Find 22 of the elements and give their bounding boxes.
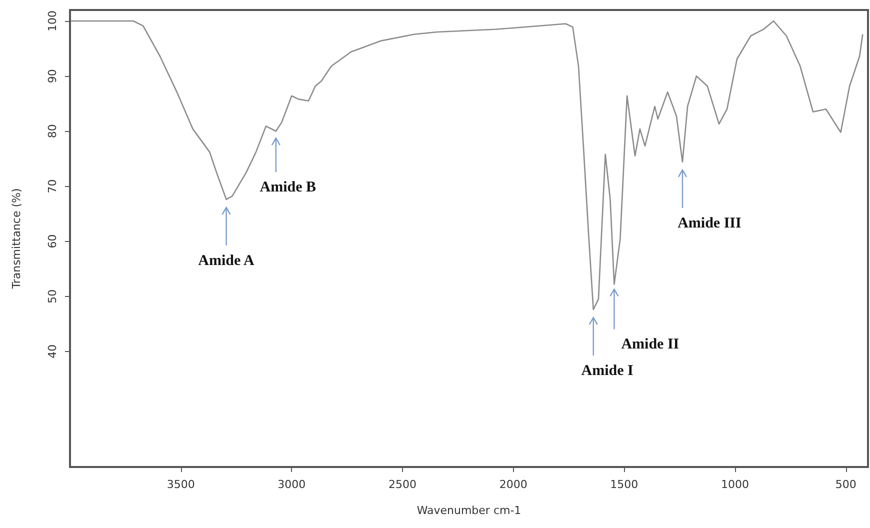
x-tick-label: 3500	[166, 478, 195, 491]
y-tick-label: 40	[46, 344, 59, 358]
x-tick-label: 3000	[278, 478, 306, 491]
y-axis-title: Transmittance (%)	[10, 188, 23, 290]
annotation: Amide A	[198, 252, 255, 269]
y-tick-label: 60	[46, 234, 59, 248]
y-tick-label: 50	[46, 289, 59, 304]
x-tick-label: 2000	[499, 478, 528, 491]
annotation: Amide B	[260, 180, 316, 196]
x-tick-label: 500	[835, 478, 856, 491]
x-tick-label: 1000	[721, 478, 749, 491]
x-axis-title: Wavenumber cm-1	[416, 504, 522, 517]
y-tick-label: 90	[46, 69, 59, 84]
line-series	[70, 20, 864, 310]
y-tick-label: 100	[46, 10, 59, 32]
annotation: Amide I	[581, 362, 634, 379]
x-tick-label: 1500	[610, 478, 638, 491]
annotation: Amide II	[621, 336, 680, 353]
x-tick-label: 2500	[388, 478, 416, 491]
y-tick-label: 80	[46, 124, 59, 138]
annotation: Amide III	[678, 215, 742, 232]
y-tick-label: 70	[46, 179, 59, 194]
